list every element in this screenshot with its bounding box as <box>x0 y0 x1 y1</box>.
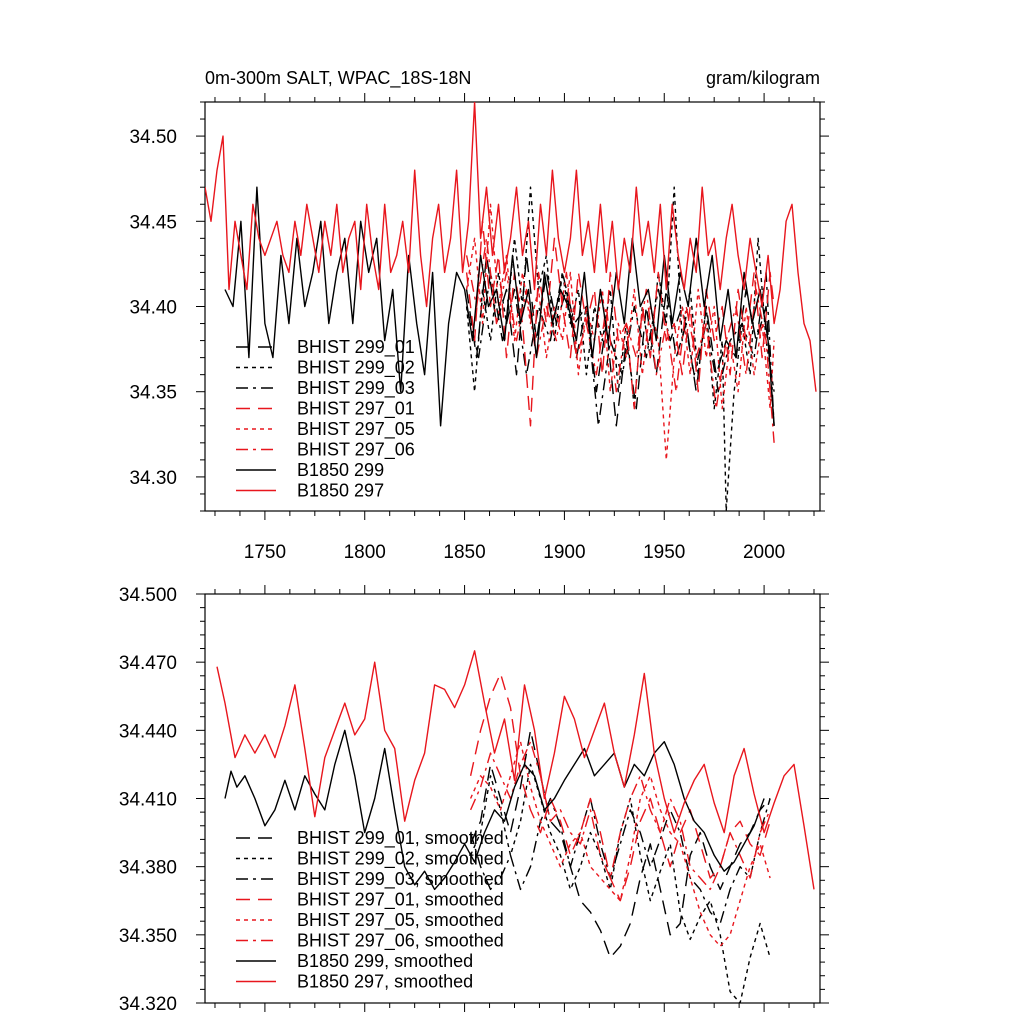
y-tick-label: 34.350 <box>119 926 177 947</box>
plot-title-left: 0m-300m SALT, WPAC_18S-18N <box>205 68 471 89</box>
legend-label: BHIST 297_05, smoothed <box>297 910 504 931</box>
legend-label: B1850 297, smoothed <box>297 972 473 992</box>
series-line-bhist-299-03 <box>465 271 775 427</box>
legend-label: B1850 299, smoothed <box>297 951 473 971</box>
x-tick-label: 1900 <box>543 542 585 563</box>
series-line-bhist-297-01 <box>465 220 775 427</box>
legend-label: B1850 299 <box>297 460 384 480</box>
series-line-bhist-299-01 <box>465 254 775 427</box>
series-line-bhist-299-02 <box>465 186 775 511</box>
y-tick-label: 34.380 <box>119 858 177 879</box>
series-line-bhist-299-01-smoothed <box>469 729 771 959</box>
legend-label: BHIST 297_01, smoothed <box>297 890 504 911</box>
y-tick-label: 34.410 <box>119 790 177 811</box>
series-line-b1850-299-smoothed <box>224 729 765 891</box>
legend-label: BHIST 297_05 <box>297 419 415 440</box>
legend-label: BHIST 299_01, smoothed <box>297 828 504 849</box>
x-tick-label: 1750 <box>244 542 286 563</box>
series-line-bhist-299-02-smoothed <box>469 763 771 1003</box>
legend-label: BHIST 299_01 <box>297 337 415 358</box>
legend-label: BHIST 299_03 <box>297 378 415 399</box>
legend-label: BHIST 299_03, smoothed <box>297 869 504 890</box>
y-tick-label: 34.320 <box>119 994 177 1015</box>
y-tick-label: 34.500 <box>119 585 177 606</box>
x-tick-label: 1850 <box>443 542 485 563</box>
top-panel-raw: 1750 1800 1850 1900 1950 2000 34.30 34.35 34.40 3… <box>129 93 829 563</box>
bottom-panel-smoothed: 34.320 34.350 34.380 34.410 34.440 34.470 34.5… <box>119 585 829 1015</box>
plot-title-right: gram/kilogram <box>706 68 820 88</box>
y-tick-label: 34.40 <box>129 298 177 319</box>
y-tick-label: 34.470 <box>119 653 177 674</box>
y-tick-label: 34.35 <box>129 383 177 404</box>
series-line-bhist-297-01-smoothed <box>469 672 771 902</box>
legend-label: BHIST 299_02 <box>297 358 415 379</box>
series-line-bhist-297-06 <box>465 237 775 443</box>
series-line-bhist-299-03-smoothed <box>469 797 771 925</box>
series-line-b1850-297 <box>205 102 817 392</box>
y-tick-label: 34.45 <box>129 212 177 233</box>
legend-label: B1850 297 <box>297 481 384 501</box>
series-line-b1850-297-smoothed <box>216 650 815 890</box>
legend-label: BHIST 297_06, smoothed <box>297 931 504 952</box>
legend-label: BHIST 297_06 <box>297 440 415 461</box>
x-tick-label: 2000 <box>743 542 785 563</box>
y-tick-label: 34.50 <box>129 127 177 148</box>
y-tick-label: 34.30 <box>129 468 177 489</box>
y-tick-label: 34.440 <box>119 721 177 742</box>
series-line-bhist-297-06-smoothed <box>469 741 771 891</box>
legend-label: BHIST 299_02, smoothed <box>297 849 504 870</box>
legend-label: BHIST 297_01 <box>297 399 415 420</box>
x-tick-label: 1800 <box>344 542 386 563</box>
x-tick-label: 1950 <box>643 542 685 563</box>
